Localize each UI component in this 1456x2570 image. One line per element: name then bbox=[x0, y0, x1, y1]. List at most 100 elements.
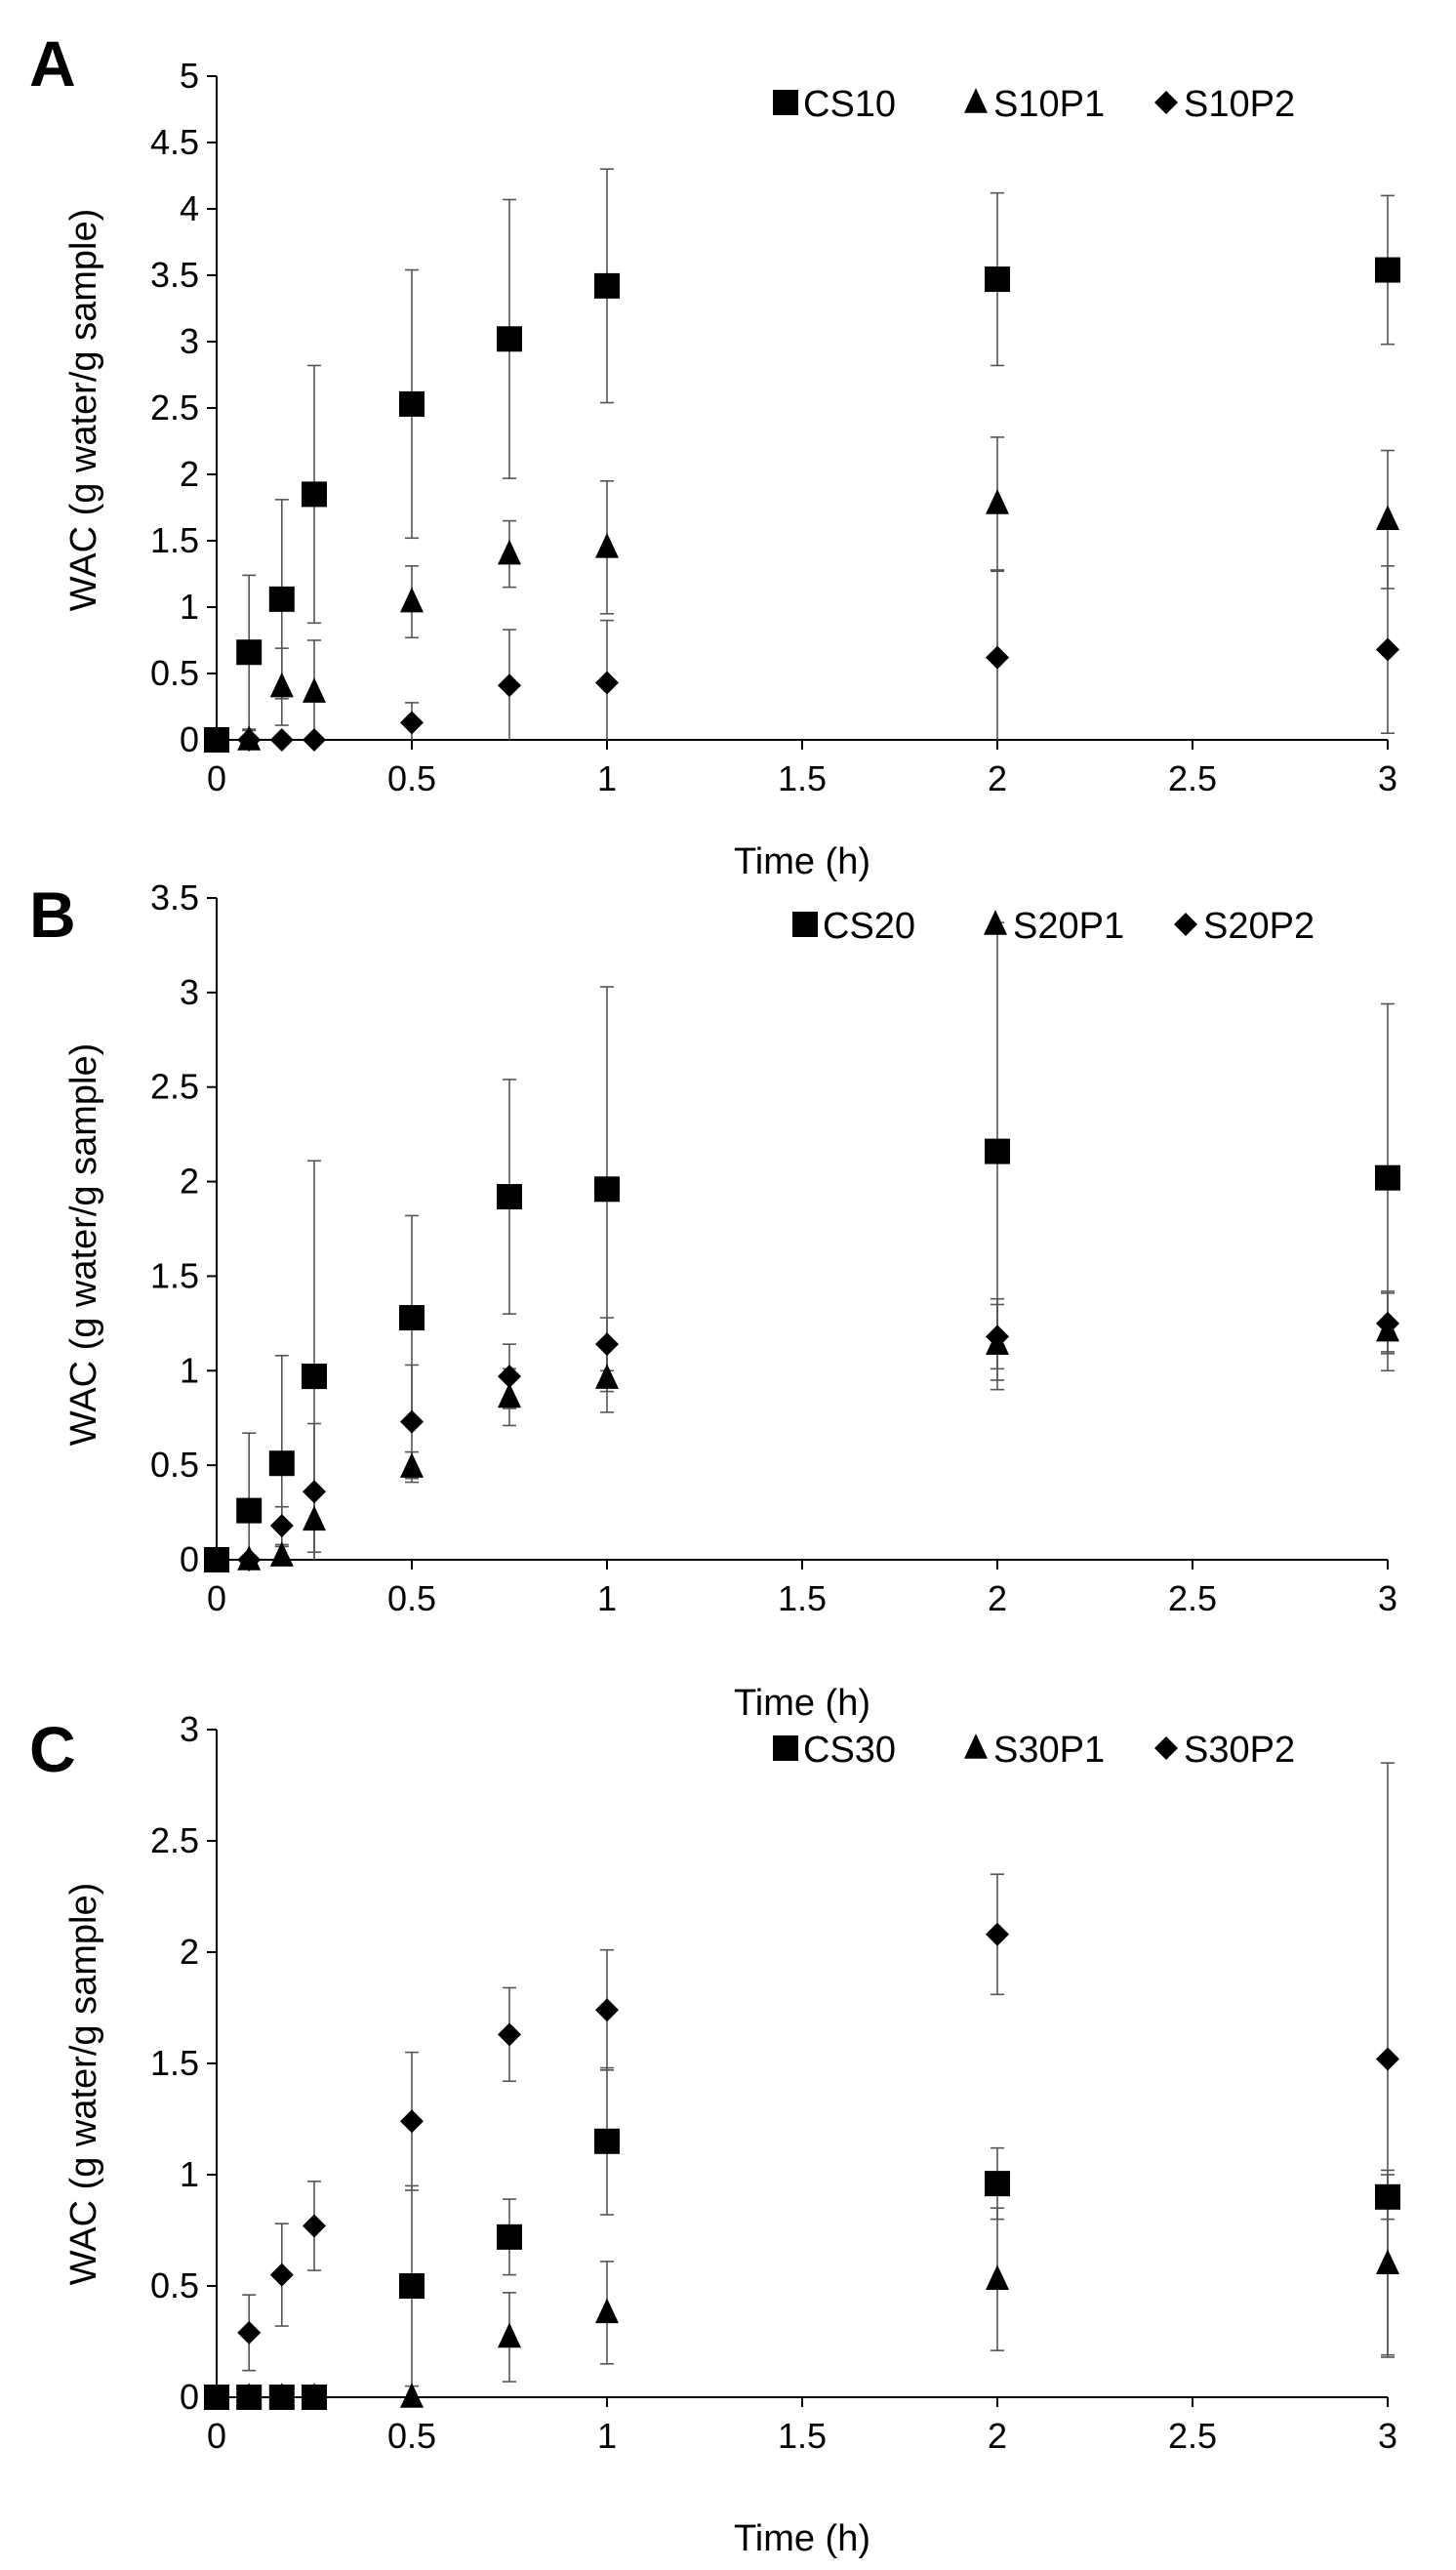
data-point-s30p1 bbox=[303, 2383, 326, 2408]
panel-letter: A bbox=[29, 27, 76, 100]
y-tick-label: 5 bbox=[180, 56, 199, 96]
legend-item: CS30 bbox=[773, 1730, 896, 1771]
data-point-s10p1 bbox=[1376, 505, 1399, 531]
legend-marker-diamond bbox=[1174, 913, 1197, 936]
data-point-cs10 bbox=[302, 481, 327, 508]
data-point-s10p1 bbox=[400, 587, 424, 613]
legend-marker-triangle bbox=[964, 88, 988, 113]
data-point-cs10 bbox=[1375, 257, 1400, 283]
data-point-s20p2 bbox=[237, 1548, 262, 1571]
data-point-s30p1 bbox=[237, 2383, 262, 2408]
data-point-s30p2 bbox=[400, 2109, 424, 2134]
legend-marker-diamond bbox=[1154, 91, 1178, 114]
data-point-s30p2 bbox=[498, 2022, 521, 2047]
data-point-s30p2 bbox=[269, 2263, 294, 2287]
legend-label: S30P2 bbox=[1184, 1730, 1295, 1771]
markers bbox=[204, 1138, 1400, 1572]
x-axis-label: Time (h) bbox=[734, 2518, 870, 2559]
y-axis-label: WAC (g water/g sample) bbox=[63, 1883, 104, 2285]
legend-item: S30P2 bbox=[1154, 1730, 1295, 1771]
x-tick-label: 1 bbox=[597, 2416, 617, 2456]
x-tick-label: 3 bbox=[1378, 758, 1397, 798]
legend-marker-diamond bbox=[1154, 1736, 1178, 1760]
legend-item: S20P1 bbox=[984, 906, 1124, 947]
y-tick-label: 0 bbox=[180, 2377, 199, 2417]
data-point-s10p1 bbox=[986, 489, 1009, 514]
data-point-cs30 bbox=[985, 2171, 1010, 2197]
data-point-s30p2 bbox=[986, 1922, 1009, 1946]
axes: 0 0.5 1 1.5 2 2.5 3 3.5 4 4.5 5 0 0.5 1 1.5 2 2.5 3 bbox=[150, 56, 1397, 798]
x-tick-label: 2.5 bbox=[1168, 2416, 1217, 2456]
data-point-s20p1 bbox=[400, 1452, 424, 1478]
data-point-cs20 bbox=[594, 1176, 620, 1203]
data-point-s30p1 bbox=[986, 2264, 1009, 2290]
x-axis-label: Time (h) bbox=[734, 841, 870, 882]
x-tick-label: 1.5 bbox=[778, 1578, 827, 1618]
data-point-cs20 bbox=[1375, 1164, 1400, 1191]
legend-marker-square bbox=[773, 1735, 798, 1761]
x-tick-label: 2 bbox=[988, 758, 1007, 798]
legend-marker-diamond-shape bbox=[1154, 1736, 1178, 1760]
data-point-s10p2 bbox=[595, 671, 619, 695]
x-tick-label: 2.5 bbox=[1168, 1578, 1217, 1618]
legend-marker-triangle-shape bbox=[964, 88, 988, 113]
legend: CS10 S10P1 S10P2 bbox=[773, 84, 1295, 125]
x-tick-label: 0.5 bbox=[387, 1578, 436, 1618]
data-point-cs30 bbox=[594, 2128, 620, 2154]
data-point-s10p2 bbox=[237, 728, 262, 752]
data-point-cs10 bbox=[399, 390, 425, 417]
y-tick-label: 2 bbox=[180, 454, 199, 494]
data-point-s10p2 bbox=[400, 711, 424, 735]
data-point-cs10 bbox=[985, 266, 1010, 293]
data-point-s20p1 bbox=[269, 1541, 294, 1567]
legend-marker-square-shape bbox=[773, 90, 798, 115]
y-tick-label: 0.5 bbox=[150, 653, 199, 693]
data-point-cs30 bbox=[399, 2273, 425, 2299]
y-tick-label: 0.5 bbox=[150, 2265, 199, 2305]
y-axis-label: WAC (g water/g sample) bbox=[63, 209, 104, 611]
data-point-s20p2 bbox=[1376, 1311, 1399, 1335]
y-tick-label: 3 bbox=[180, 321, 199, 361]
x-tick-label: 1.5 bbox=[778, 2416, 827, 2456]
legend-item: S30P1 bbox=[964, 1730, 1105, 1771]
y-tick-label: 4.5 bbox=[150, 122, 199, 162]
data-point-s10p1 bbox=[269, 672, 294, 698]
data-point-cs20 bbox=[399, 1305, 425, 1331]
data-point-s20p2 bbox=[595, 1332, 619, 1357]
error-bars bbox=[242, 168, 1395, 740]
legend-item: S10P2 bbox=[1154, 84, 1295, 125]
data-point-cs20 bbox=[268, 1450, 295, 1477]
data-point-s10p2 bbox=[1376, 637, 1399, 662]
legend: CS20 S20P1 S20P2 bbox=[792, 906, 1314, 947]
legend-label: S30P1 bbox=[993, 1730, 1105, 1771]
panel-c: C WAC (g water/g sample) Time (h) 0 0.5 1 1… bbox=[29, 1709, 1400, 2559]
legend-marker-square bbox=[792, 912, 818, 937]
data-point-cs20 bbox=[236, 1497, 263, 1524]
x-tick-label: 2.5 bbox=[1168, 758, 1217, 798]
data-point-s20p2 bbox=[269, 1514, 294, 1538]
data-point-s30p2 bbox=[303, 2214, 326, 2238]
data-point-s10p1 bbox=[595, 532, 619, 558]
y-tick-label: 1 bbox=[180, 587, 199, 627]
y-tick-label: 2 bbox=[180, 1932, 199, 1972]
x-tick-label: 0.5 bbox=[387, 758, 436, 798]
data-point-cs20 bbox=[497, 1184, 522, 1210]
x-axis-label: Time (h) bbox=[734, 1683, 870, 1724]
data-point-s10p1 bbox=[303, 677, 326, 703]
x-tick-label: 0 bbox=[207, 1578, 226, 1618]
data-point-s30p1 bbox=[1376, 2249, 1399, 2274]
x-tick-label: 0.5 bbox=[387, 2416, 436, 2456]
y-tick-label: 3 bbox=[180, 1709, 199, 1749]
legend-marker-triangle bbox=[964, 1734, 988, 1759]
legend-item: S20P2 bbox=[1174, 906, 1314, 947]
x-tick-label: 2 bbox=[988, 1578, 1007, 1618]
data-point-cs10 bbox=[236, 639, 263, 666]
data-point-s10p2 bbox=[303, 728, 326, 752]
data-point-s30p2 bbox=[205, 2386, 228, 2409]
y-tick-label: 0 bbox=[180, 719, 199, 759]
data-point-cs10 bbox=[497, 326, 522, 352]
data-point-s30p2 bbox=[595, 1998, 619, 2022]
legend-marker-square bbox=[773, 90, 798, 115]
y-tick-label: 2.5 bbox=[150, 388, 199, 428]
data-point-cs20 bbox=[985, 1138, 1010, 1164]
